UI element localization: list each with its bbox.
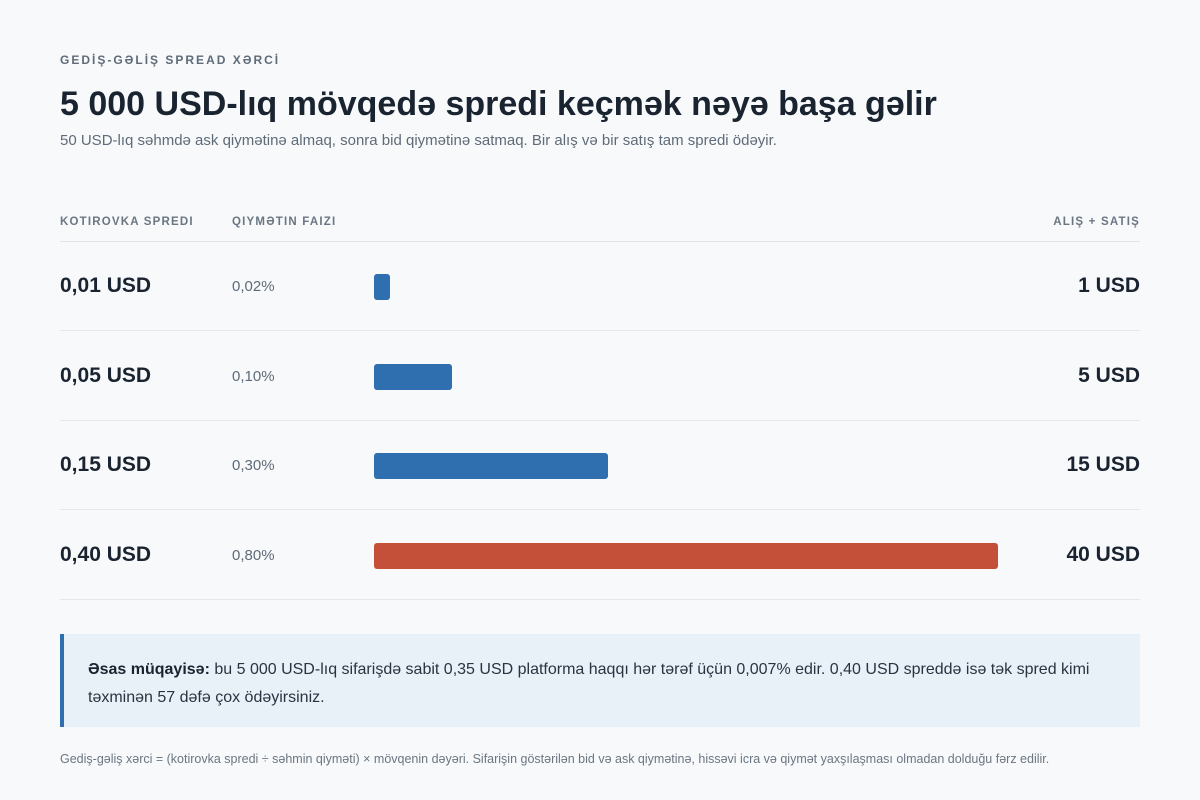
percent-value: 0,10% bbox=[232, 367, 275, 385]
cost-bar bbox=[374, 453, 608, 479]
cost-bar bbox=[374, 274, 390, 300]
spread-value: 0,05 USD bbox=[60, 363, 152, 387]
eyebrow-label: GEDİŞ-GƏLİŞ SPREAD XƏRCİ bbox=[60, 53, 281, 67]
callout-text: bu 5 000 USD-lıq sifarişdə sabit 0,35 US… bbox=[88, 661, 1090, 706]
percent-value: 0,30% bbox=[232, 457, 275, 474]
callout-bold-label: Əsas müqayisə: bbox=[88, 661, 210, 678]
page-title: 5 000 USD-lıq mövqedə spredi keçmək nəyə… bbox=[60, 85, 937, 123]
key-comparison-callout: Əsas müqayisə: bu 5 000 USD-lıq sifarişd… bbox=[60, 634, 1140, 727]
table-row: 0,05 USD 0,10% 5 USD bbox=[60, 332, 1140, 421]
column-header-spread: KOTIROVKA SPREDI bbox=[60, 216, 194, 228]
spread-value: 0,01 USD bbox=[60, 274, 152, 297]
footnote: Gediş-gəliş xərci = (kotirovka spredi ÷ … bbox=[60, 752, 1050, 766]
cost-value: 5 USD bbox=[1078, 363, 1140, 387]
column-header-cost: ALIŞ + SATIŞ bbox=[1053, 216, 1140, 228]
column-header-percent: QIYMƏTIN FAIZI bbox=[232, 216, 337, 228]
table-row: 0,01 USD 0,02% 1 USD bbox=[60, 242, 1140, 331]
percent-value: 0,02% bbox=[232, 278, 275, 295]
spread-value: 0,15 USD bbox=[60, 453, 152, 476]
percent-value: 0,80% bbox=[232, 546, 275, 564]
cost-value: 40 USD bbox=[1066, 542, 1140, 566]
page-subtitle: 50 USD-lıq səhmdə ask qiymətinə almaq, s… bbox=[60, 132, 777, 149]
header-divider bbox=[60, 241, 1140, 242]
cost-bar bbox=[374, 363, 452, 390]
cost-value: 15 USD bbox=[1066, 453, 1140, 476]
table-row: 0,15 USD 0,30% 15 USD bbox=[60, 421, 1140, 510]
table-row: 0,40 USD 0,80% 40 USD bbox=[60, 511, 1140, 600]
cost-value: 1 USD bbox=[1078, 274, 1140, 297]
cost-bar bbox=[374, 542, 998, 569]
spread-value: 0,40 USD bbox=[60, 542, 152, 566]
